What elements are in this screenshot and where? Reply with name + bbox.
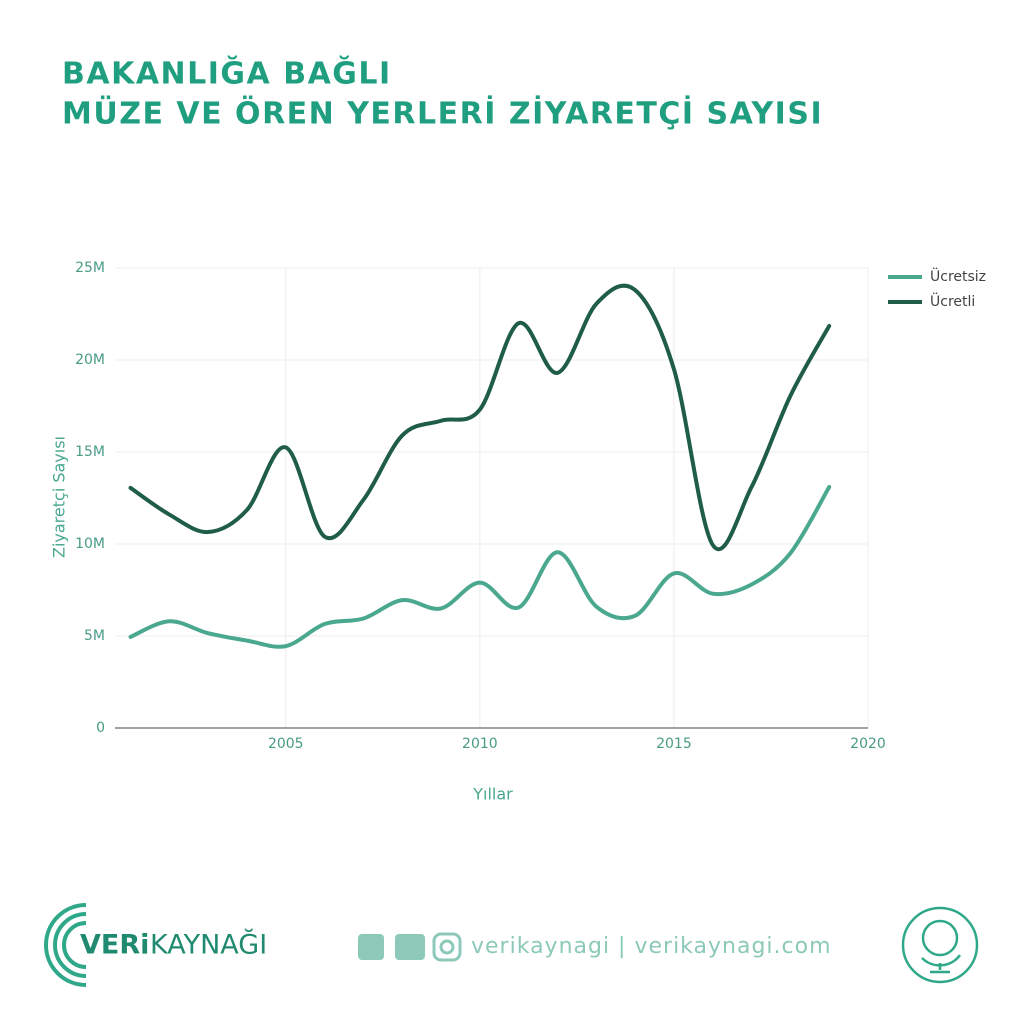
social-icons — [358, 932, 462, 962]
x-tick-label: 2010 — [462, 736, 498, 752]
y-tick-label: 15M — [75, 444, 105, 460]
legend-label: Ücretli — [930, 292, 975, 310]
logo — [44, 903, 87, 987]
legend-label: Ücretsiz — [930, 267, 986, 285]
y-tick-label: 5M — [84, 628, 105, 644]
x-tick-label: 2020 — [850, 736, 886, 752]
series-line — [128, 283, 832, 552]
chart-title: BAKANLIĞA BAĞLI — [62, 55, 392, 92]
x-tick-label: 2015 — [656, 736, 692, 752]
y-tick-label: 10M — [75, 536, 105, 552]
series-line — [128, 484, 832, 649]
globe-icon — [901, 906, 979, 984]
y-tick-label: 0 — [96, 720, 105, 736]
brand: KAYNAĞI — [150, 929, 267, 961]
y-axis-title: Ziyaretçi Sayısı — [50, 436, 69, 558]
x-axis-title: Yıllar — [472, 785, 513, 804]
social-text: verikaynagi | verikaynagi.com — [471, 934, 832, 959]
x-tick-label: 2005 — [268, 736, 304, 752]
chart-title: MÜZE VE ÖREN YERLERİ ZİYARETÇİ SAYISI — [62, 95, 823, 132]
y-tick-label: 25M — [75, 260, 105, 276]
brand: VERi — [80, 930, 149, 961]
y-tick-label: 20M — [75, 352, 105, 368]
